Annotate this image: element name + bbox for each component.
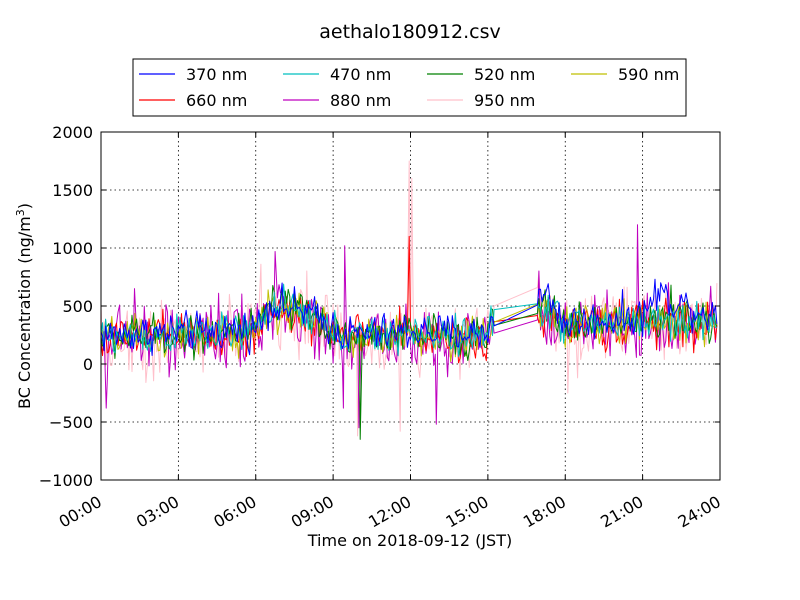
series-line-950-nm	[100, 160, 718, 437]
ticks	[100, 131, 721, 481]
x-tick-label: 09:00	[288, 492, 337, 532]
x-tick-labels: 00:00 03:00 06:00 09:00 12:00 15:00 18:00 21:00…	[56, 492, 724, 532]
y-tick-label: 2000	[52, 123, 93, 142]
y-tick-label: −1000	[39, 471, 93, 490]
x-tick-label: 18:00	[520, 492, 569, 532]
legend-frame	[132, 58, 687, 117]
legend-label: 370 nm	[186, 65, 247, 84]
x-axis-label: Time on 2018-09-12 (JST)	[307, 531, 512, 550]
y-tick-label: 1500	[52, 181, 93, 200]
y-axis-label-sup: 3	[14, 209, 27, 216]
series-lines	[100, 160, 718, 440]
x-tick-label: 12:00	[365, 492, 414, 532]
y-axis-label-end: )	[15, 203, 34, 209]
legend-label: 590 nm	[618, 65, 679, 84]
legend-label: 660 nm	[186, 91, 247, 110]
x-tick-label: 00:00	[56, 492, 105, 532]
x-tick-label: 24:00	[675, 492, 724, 532]
legend-label: 880 nm	[330, 91, 391, 110]
legend: 370 nm 470 nm 520 nm 590 nm 660 nm 880 nm 950 …	[132, 58, 687, 117]
y-axis-label: BC Concentration (ng/m3)	[14, 203, 35, 409]
plot-area: 00:00 03:00 06:00 09:00 12:00 15:00 18:00 21:00…	[39, 123, 724, 532]
y-axis-label-main: BC Concentration (ng/m	[15, 216, 34, 409]
series-line-370-nm	[100, 278, 718, 356]
legend-label: 470 nm	[330, 65, 391, 84]
y-tick-label: 0	[83, 355, 93, 374]
y-tick-labels: −1000 −500 0 500 1000 1500 2000	[39, 123, 93, 490]
x-tick-label: 03:00	[133, 492, 182, 532]
x-tick-label: 15:00	[442, 492, 491, 532]
legend-label: 520 nm	[474, 65, 535, 84]
x-tick-label: 06:00	[210, 492, 259, 532]
y-tick-label: 1000	[52, 239, 93, 258]
legend-label: 950 nm	[474, 91, 535, 110]
y-tick-label: −500	[49, 413, 93, 432]
chart-title: aethalo180912.csv	[319, 21, 501, 43]
x-tick-label: 21:00	[597, 492, 646, 532]
y-tick-label: 500	[62, 297, 93, 316]
